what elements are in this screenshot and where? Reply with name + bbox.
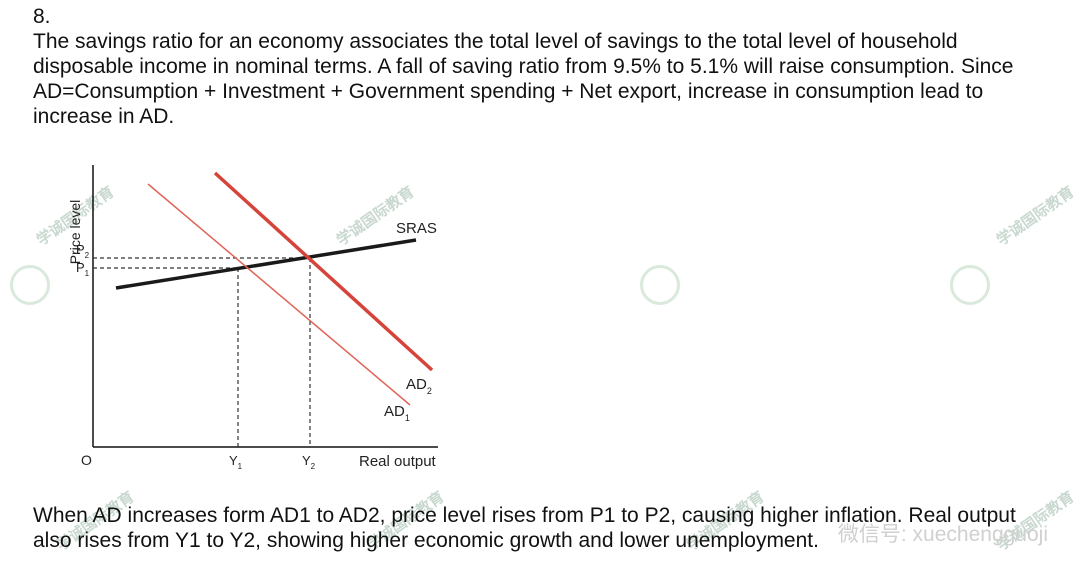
watermark-logo-icon — [10, 265, 50, 305]
p2-tick-label: P2 — [76, 242, 90, 260]
wechat-watermark: 微信号: xuechengguoji — [837, 523, 1048, 546]
x-axis-label: Real output — [359, 453, 437, 470]
y-axis-label: Price level — [67, 200, 83, 265]
watermark-text: 学诚国际教育 — [993, 183, 1078, 250]
ad2-label: AD2 — [406, 376, 432, 396]
watermark-logo-icon — [950, 265, 990, 305]
question-text: The savings ratio for an economy associa… — [33, 30, 1014, 128]
p1-tick-label: P1 — [76, 260, 90, 278]
sras-curve — [115, 238, 417, 290]
ad-sras-diagram: Price level SRAS AD2 AD1 P2 P1 O Y1 Y2 R… — [67, 165, 438, 471]
sras-label: SRAS — [396, 220, 437, 237]
y2-tick-label: Y2 — [302, 453, 316, 471]
question-number: 8. — [33, 5, 51, 28]
ad2-curve — [213, 171, 434, 372]
watermark-logo-icon — [640, 265, 680, 305]
ad1-curve — [147, 183, 411, 406]
answer-text: When AD increases form AD1 to AD2, price… — [33, 504, 1016, 552]
ad1-label: AD1 — [384, 403, 410, 423]
y1-tick-label: Y1 — [229, 453, 243, 471]
origin-label: O — [81, 452, 92, 468]
